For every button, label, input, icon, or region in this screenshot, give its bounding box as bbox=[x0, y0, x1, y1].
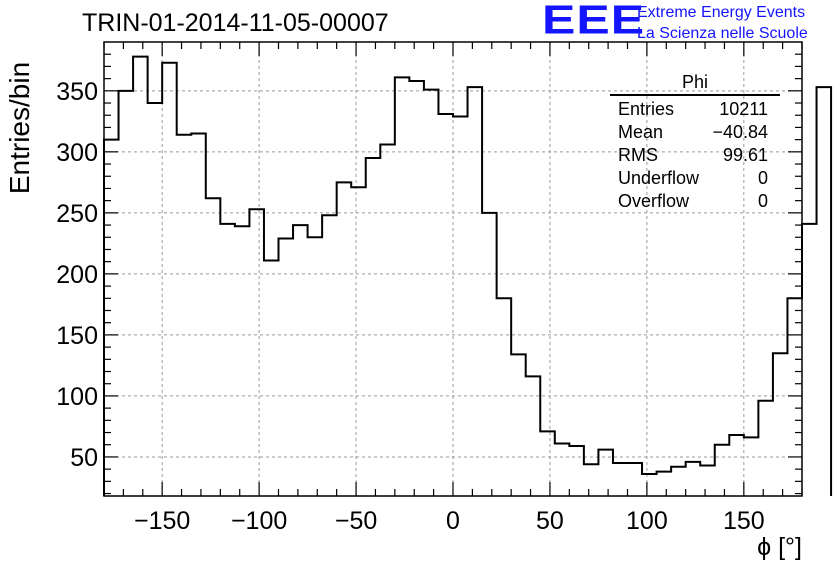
histogram-bin bbox=[438, 114, 453, 496]
histogram-bin bbox=[366, 158, 381, 496]
histogram-bin bbox=[715, 445, 730, 496]
histogram-bin bbox=[395, 77, 410, 496]
histogram-bin bbox=[206, 198, 221, 496]
histogram-bin bbox=[293, 225, 308, 496]
y-tick-label: 250 bbox=[56, 200, 98, 228]
histogram-bin bbox=[642, 474, 657, 496]
y-tick-label: 50 bbox=[70, 444, 98, 472]
histogram-bin bbox=[497, 298, 512, 496]
stats-value: −40.84 bbox=[712, 122, 768, 142]
histogram-bin bbox=[526, 376, 541, 496]
histogram-bin bbox=[424, 90, 439, 496]
stats-row-rms: RMS 99.61 bbox=[610, 144, 780, 167]
histogram-bin bbox=[700, 465, 715, 496]
y-tick-label: 350 bbox=[56, 78, 98, 106]
y-tick-label: 150 bbox=[56, 322, 98, 350]
histogram-outline bbox=[103, 55, 833, 496]
histogram-bin bbox=[191, 134, 206, 496]
histogram-bin bbox=[540, 431, 555, 496]
histogram-bin bbox=[119, 91, 134, 496]
histogram-bin bbox=[817, 87, 832, 496]
histogram-bin bbox=[453, 116, 468, 496]
y-tick-label: 300 bbox=[56, 139, 98, 167]
histogram-bin bbox=[628, 463, 643, 496]
histogram-bin bbox=[162, 63, 177, 496]
stats-title: Phi bbox=[610, 72, 780, 96]
chart-title: TRIN-01-2014-11-05-00007 bbox=[82, 9, 389, 37]
histogram-bin bbox=[264, 260, 279, 496]
histogram-bin bbox=[584, 464, 599, 496]
histogram-bin bbox=[104, 140, 119, 496]
axis-ticks bbox=[103, 42, 803, 496]
x-axis-label: ϕ [°] bbox=[757, 533, 802, 561]
histogram-bin bbox=[511, 354, 526, 496]
x-tick-label: 0 bbox=[446, 507, 460, 535]
stats-label: Overflow bbox=[618, 191, 690, 211]
logo-line-2: La Scienza nelle Scuole bbox=[637, 25, 808, 42]
eee-logo: EEE bbox=[542, 0, 646, 43]
histogram-bin bbox=[249, 209, 264, 496]
stats-label: Entries bbox=[618, 99, 675, 119]
histogram-bin bbox=[409, 81, 424, 496]
plot-frame bbox=[103, 41, 803, 497]
histogram-bin bbox=[555, 444, 570, 496]
histogram-bin bbox=[468, 87, 483, 496]
histogram-bin bbox=[322, 215, 337, 496]
histogram-bin bbox=[220, 224, 235, 496]
histogram-bin bbox=[351, 187, 366, 496]
histogram-bin bbox=[758, 401, 773, 496]
histogram-bin bbox=[279, 238, 294, 496]
stats-box: Phi Entries 10211 Mean −40.84 RMS 99.61 … bbox=[610, 72, 780, 213]
stats-label: Underflow bbox=[618, 168, 700, 188]
histogram-bin bbox=[598, 450, 613, 496]
histogram-bin bbox=[729, 435, 744, 496]
histogram-bin bbox=[671, 467, 686, 496]
y-tick-label: 100 bbox=[56, 383, 98, 411]
histogram-bin bbox=[308, 237, 323, 496]
stats-row-overflow: Overflow 0 bbox=[610, 190, 780, 213]
stats-value: 0 bbox=[757, 168, 768, 188]
logo-line-1: Extreme Energy Events bbox=[637, 4, 806, 21]
x-tick-label: −100 bbox=[231, 507, 287, 535]
histogram-bin bbox=[686, 462, 701, 496]
stats-value: 10211 bbox=[719, 99, 768, 119]
x-tick-label: −50 bbox=[335, 507, 377, 535]
stats-value: 0 bbox=[757, 191, 768, 211]
y-tick-label: 200 bbox=[56, 261, 98, 289]
histogram-bin bbox=[569, 446, 584, 496]
x-tick-label: −150 bbox=[134, 507, 190, 535]
histogram-bin bbox=[482, 213, 497, 496]
x-tick-label: 50 bbox=[536, 507, 564, 535]
stats-label: Mean bbox=[618, 122, 664, 142]
histogram-bin bbox=[337, 182, 352, 496]
x-tick-label: 100 bbox=[626, 507, 668, 535]
x-tick-label: 150 bbox=[723, 507, 765, 535]
histogram-bin bbox=[787, 298, 802, 496]
histogram-bin bbox=[177, 135, 192, 496]
histogram-bin bbox=[613, 463, 628, 496]
y-axis-label: Entries/bin bbox=[4, 61, 35, 195]
histogram-bin bbox=[148, 103, 163, 496]
histogram-bin bbox=[802, 224, 817, 496]
stats-row-mean: Mean −40.84 bbox=[610, 121, 780, 144]
stats-row-underflow: Underflow 0 bbox=[610, 167, 780, 190]
stats-value: 99.61 bbox=[722, 145, 768, 165]
stats-row-entries: Entries 10211 bbox=[610, 98, 780, 121]
histogram-bin bbox=[744, 437, 759, 496]
histogram-bin bbox=[380, 145, 395, 496]
histogram-bin bbox=[773, 353, 788, 496]
stats-label: RMS bbox=[618, 145, 658, 165]
histogram-bin bbox=[133, 57, 148, 496]
histogram-bin bbox=[235, 226, 250, 496]
histogram-bin bbox=[657, 472, 672, 496]
tick-labels: −150 −100 −50 0 50 100 150 50 100 150 200 250 300 350 bbox=[56, 78, 764, 535]
